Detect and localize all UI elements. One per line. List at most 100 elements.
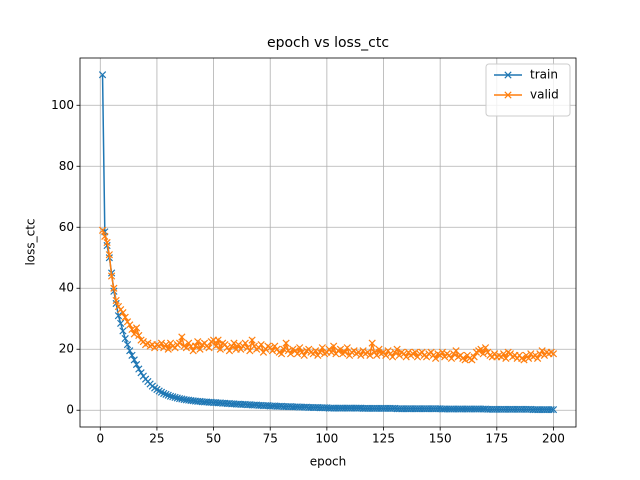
y-tick-label: 20 [59, 342, 74, 356]
marker [107, 272, 116, 280]
marker [212, 342, 220, 350]
marker [382, 351, 390, 359]
marker [189, 347, 197, 355]
marker [126, 321, 134, 329]
marker [132, 324, 141, 332]
marker [316, 348, 324, 356]
marker [123, 341, 132, 349]
y-tick-label: 0 [66, 403, 74, 417]
marker [162, 390, 170, 398]
legend-box [485, 63, 571, 117]
marker [119, 309, 127, 317]
y-axis-label: loss_ctc [24, 218, 38, 265]
y-tick-label: 100 [51, 98, 74, 112]
marker [196, 345, 204, 353]
marker [214, 336, 222, 344]
marker [286, 350, 295, 358]
marker [157, 339, 166, 347]
axes-frame [79, 57, 577, 428]
marker [357, 351, 365, 359]
series [98, 226, 558, 364]
marker [137, 369, 145, 377]
x-tick-label: 75 [263, 432, 278, 446]
marker [164, 391, 172, 399]
marker [241, 339, 249, 347]
marker [438, 348, 447, 356]
marker [477, 345, 485, 353]
x-tick-label: 25 [149, 432, 164, 446]
marker [160, 389, 168, 398]
marker [277, 350, 286, 358]
marker [402, 353, 410, 361]
marker [499, 350, 508, 358]
marker [169, 393, 177, 401]
marker [230, 339, 238, 347]
marker [336, 345, 345, 353]
marker [103, 238, 111, 247]
marker [311, 347, 320, 355]
marker [327, 348, 336, 356]
marker [128, 351, 136, 359]
marker [112, 296, 120, 305]
x-tick-label: 125 [372, 432, 395, 446]
marker [296, 344, 304, 352]
marker [280, 345, 288, 353]
legend-marker [504, 91, 512, 99]
series [98, 71, 558, 414]
marker [126, 347, 134, 355]
marker [470, 353, 478, 361]
marker [101, 232, 109, 241]
x-axis-label: epoch [310, 455, 347, 469]
marker [121, 313, 129, 321]
marker [461, 356, 469, 364]
marker [110, 284, 118, 292]
marker [182, 344, 191, 352]
marker [524, 354, 533, 363]
marker [293, 350, 302, 358]
marker [130, 356, 138, 364]
marker [300, 351, 308, 359]
marker [373, 351, 381, 359]
marker [520, 356, 528, 364]
marker [166, 392, 175, 400]
marker [538, 347, 546, 355]
marker [162, 341, 170, 349]
marker [135, 331, 143, 340]
y-tick-label: 60 [59, 220, 74, 234]
marker [234, 341, 243, 349]
marker [164, 345, 172, 353]
marker [171, 393, 179, 402]
marker [432, 354, 440, 363]
marker [98, 226, 107, 234]
x-tick-label: 150 [429, 432, 452, 446]
marker [98, 71, 107, 79]
marker [388, 353, 397, 361]
marker [119, 327, 127, 335]
marker [549, 405, 558, 414]
x-tick-label: 200 [542, 432, 565, 446]
marker [375, 345, 383, 353]
marker [205, 344, 213, 352]
plot-area [98, 71, 558, 414]
marker [366, 351, 374, 359]
y-tick-label: 40 [59, 281, 74, 295]
marker [105, 251, 113, 259]
marker [191, 342, 200, 350]
marker [128, 325, 136, 334]
marker [341, 348, 349, 356]
marker [479, 350, 487, 358]
marker [411, 348, 419, 356]
y-tick-label: 80 [59, 159, 74, 173]
x-tick-label: 100 [315, 432, 338, 446]
chart-title: epoch vs loss_ctc [267, 35, 389, 51]
x-tick-label: 175 [485, 432, 508, 446]
marker [132, 360, 141, 369]
marker [268, 347, 277, 355]
legend-marker [504, 71, 512, 79]
marker [114, 312, 123, 320]
marker [178, 333, 186, 341]
marker [481, 344, 490, 352]
marker [547, 405, 555, 414]
marker [175, 339, 184, 347]
